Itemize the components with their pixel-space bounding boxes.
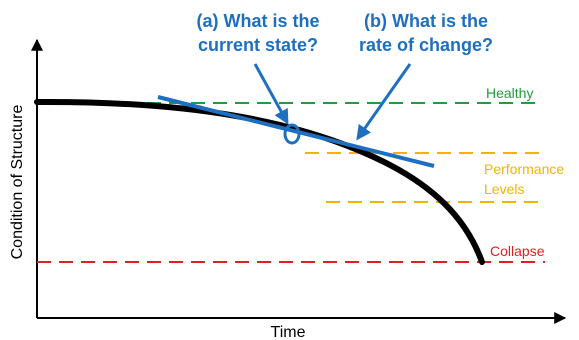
x-axis-label: Time [271, 324, 306, 340]
question-a-line2: current state? [198, 35, 318, 55]
collapse-label: Collapse [490, 243, 545, 259]
current-state-marker [283, 123, 301, 145]
question-a-line1: (a) What is the [196, 11, 319, 31]
degradation-curve [34, 98, 485, 265]
question-b-arrow [356, 63, 412, 141]
performance-label-line1: Performance [484, 161, 564, 177]
question-a-arrow [253, 63, 289, 125]
y-axis-label: Condition of Structure [9, 105, 26, 260]
tangent-line [157, 95, 435, 168]
performance-label-line2: Levels [484, 181, 524, 197]
question-b-line1: (b) What is the [364, 11, 488, 31]
healthy-label: Healthy [486, 85, 533, 101]
question-b-line2: rate of change? [359, 35, 493, 55]
